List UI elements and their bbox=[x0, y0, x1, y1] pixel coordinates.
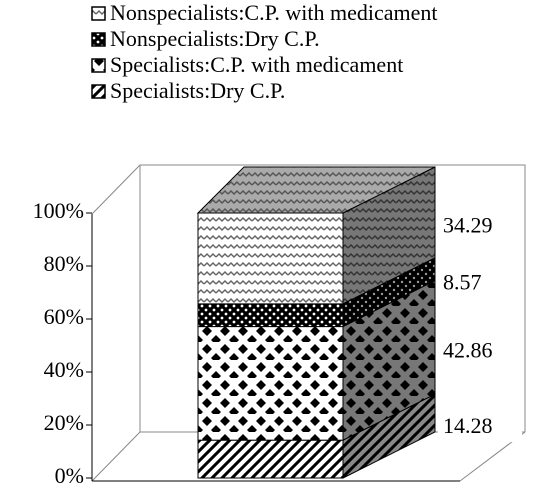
data-label: 42.86 bbox=[443, 337, 493, 362]
legend-swatch bbox=[91, 32, 106, 47]
data-label-box bbox=[438, 338, 522, 367]
bar-segment bbox=[197, 303, 344, 328]
bar-segment bbox=[197, 439, 344, 479]
legend-label: Nonspecialists:C.P. with medicament bbox=[110, 0, 438, 25]
y-tick-label: 80% bbox=[44, 251, 84, 276]
legend-swatch bbox=[91, 58, 106, 73]
legend-label: Specialists:C.P. with medicament bbox=[110, 52, 403, 77]
data-label: 34.29 bbox=[443, 212, 493, 237]
y-tick-label: 40% bbox=[44, 357, 84, 382]
data-label-box bbox=[438, 270, 522, 299]
legend-swatch bbox=[91, 84, 106, 99]
y-tick-label: 100% bbox=[33, 198, 84, 223]
data-label: 8.57 bbox=[443, 269, 482, 294]
data-label-box bbox=[438, 213, 522, 242]
y-tick-label: 20% bbox=[44, 410, 84, 435]
legend-label: Nonspecialists:Dry C.P. bbox=[110, 26, 320, 51]
data-label: 14.28 bbox=[443, 413, 493, 438]
bar-segment bbox=[197, 326, 344, 441]
legend-swatch bbox=[91, 6, 106, 21]
data-label-box bbox=[438, 414, 522, 443]
y-tick-label: 0% bbox=[55, 463, 84, 488]
legend-label: Specialists:Dry C.P. bbox=[110, 78, 285, 103]
bar-top bbox=[196, 166, 436, 214]
y-tick-label: 60% bbox=[44, 304, 84, 329]
bar-segment bbox=[197, 212, 344, 305]
